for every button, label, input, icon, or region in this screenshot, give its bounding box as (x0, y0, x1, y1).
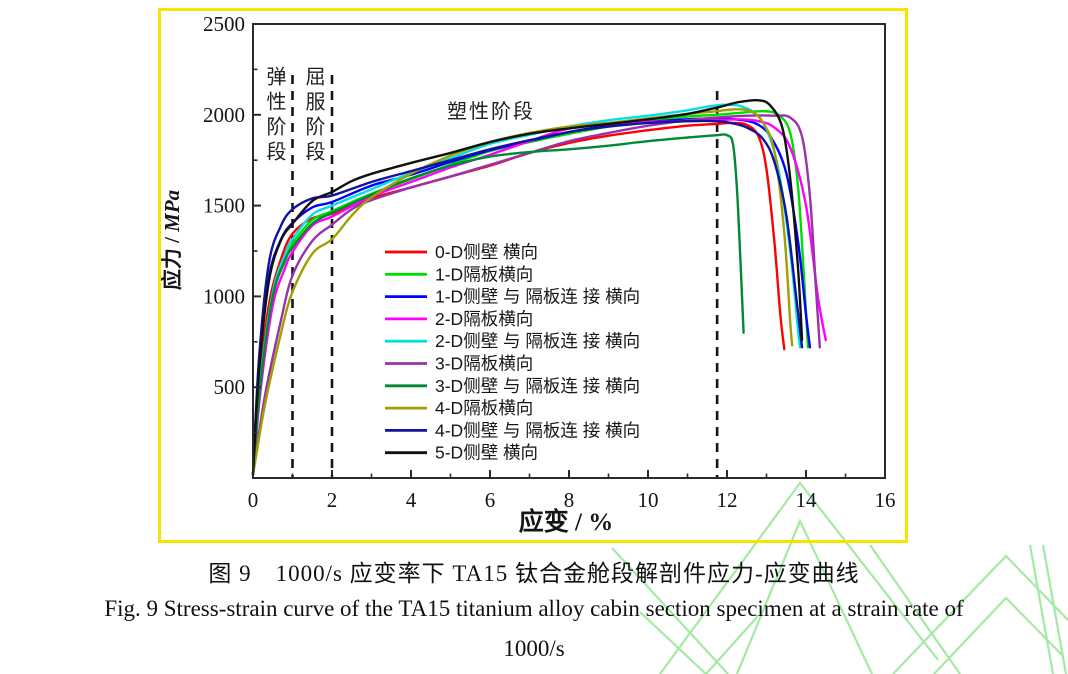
legend-label: 3-D隔板横向 (435, 354, 533, 374)
legend-label: 4-D侧壁 与 隔板连 接 横向 (435, 420, 640, 440)
caption-english-line1: Fig. 9 Stress-strain curve of the TA15 t… (104, 596, 964, 621)
curve-4-D隔板横向 (251, 108, 794, 476)
y-tick-label: 500 (214, 375, 246, 399)
legend-entry: 0-D侧壁 横向 (385, 242, 538, 262)
legend-label: 2-D侧壁 与 隔板连 接 横向 (435, 331, 640, 351)
curve-4-D侧壁与隔板连接横向 (251, 119, 804, 476)
legend-entry: 2-D隔板横向 (385, 309, 533, 329)
legend: 0-D侧壁 横向1-D隔板横向 1-D侧壁 与 隔板连 接 横向2-D隔板横向2-… (385, 242, 640, 463)
y-tick-label: 2000 (203, 103, 245, 127)
x-tick-label: 16 (875, 488, 896, 512)
stage-label-yield: 屈服阶段 (302, 66, 324, 166)
caption-chinese: 图 9 1000/s 应变率下 TA15 钛合金舱段解剖件应力-应变曲线 (208, 561, 860, 586)
legend-label: 2-D隔板横向 (435, 309, 533, 329)
y-tick-label: 2500 (203, 12, 245, 36)
curve-3-D侧壁与隔板连接横向 (251, 133, 745, 476)
stage-guides (291, 75, 719, 478)
x-tick-label: 14 (796, 488, 818, 512)
legend-entry: 4-D隔板横向 (385, 398, 533, 418)
y-tick-label: 1000 (203, 284, 245, 308)
legend-label: 1-D隔板横向 (435, 264, 533, 284)
x-tick-label: 0 (248, 488, 259, 512)
x-axis-title: 应变 / % (519, 507, 613, 536)
series-curves (251, 98, 827, 476)
x-tick-label: 2 (327, 488, 338, 512)
legend-entry: 3-D侧壁 与 隔板连 接 横向 (385, 376, 640, 396)
stage-label-elastic: 弹性阶段 (263, 66, 285, 166)
legend-entry: 5-D侧壁 横向 (385, 443, 538, 463)
legend-label: 4-D隔板横向 (435, 398, 533, 418)
legend-label: 1-D侧壁 与 隔板连 接 横向 (435, 287, 640, 307)
axes: 0 2 4 6 8 10 12 14 16 500 1000 1500 2000 2500 (203, 12, 896, 512)
legend-entry: 4-D侧壁 与 隔板连 接 横向 (385, 420, 640, 440)
stress-strain-chart: 0 2 4 6 8 10 12 14 16 500 1000 1500 2000 2500 应变 / % 应力… (161, 12, 896, 536)
figure-panel: 0 2 4 6 8 10 12 14 16 500 1000 1500 2000 2500 应变 / % 应力… (158, 8, 908, 543)
legend-entry: 1-D侧壁 与 隔板连 接 横向 (385, 287, 640, 307)
curve-3-D隔板横向 (251, 114, 822, 476)
legend-entry: 2-D侧壁 与 隔板连 接 横向 (385, 331, 640, 351)
caption-english-line2: 1000/s (503, 636, 565, 661)
x-tick-label: 8 (564, 488, 575, 512)
legend-label: 5-D侧壁 横向 (435, 443, 538, 463)
legend-entry: 3-D隔板横向 (385, 354, 533, 374)
curve-5-D侧壁横向 (251, 98, 804, 476)
y-tick-label: 1500 (203, 194, 245, 218)
watermark-lines (611, 481, 1068, 674)
stage-label-plastic: 塑性阶段 (447, 101, 535, 123)
y-axis-title: 应力 / MPa (161, 190, 184, 290)
x-tick-label: 10 (638, 488, 659, 512)
legend-label: 0-D侧壁 横向 (435, 242, 538, 262)
x-tick-label: 12 (717, 488, 738, 512)
legend-entry: 1-D隔板横向 (385, 264, 533, 284)
legend-label: 3-D侧壁 与 隔板连 接 横向 (435, 376, 640, 396)
x-tick-label: 4 (406, 488, 417, 512)
x-tick-label: 6 (485, 488, 496, 512)
